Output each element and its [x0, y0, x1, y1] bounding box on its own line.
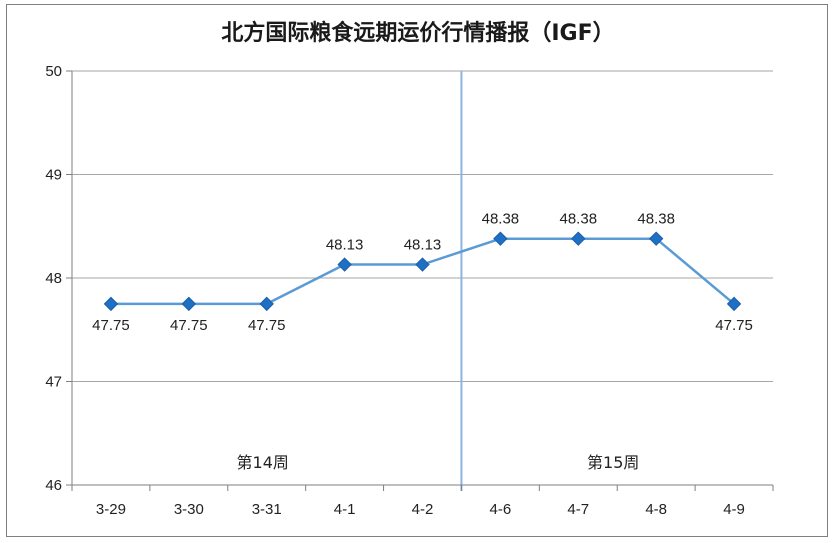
x-tick-label-4-1: 4-1 [334, 501, 356, 518]
data-point-4-7 [571, 231, 586, 246]
grid-layer [72, 70, 773, 491]
x-tick-label-4-7: 4-7 [567, 501, 589, 518]
y-tick-label-48: 48 [45, 270, 62, 287]
data-label-3-31: 47.75 [248, 317, 286, 334]
y-tick-label-47: 47 [45, 374, 62, 391]
week-label-2: 第15周 [587, 453, 639, 472]
week-label-1: 第14周 [237, 453, 289, 472]
data-label-3-30: 47.75 [170, 317, 208, 334]
x-tick-label-4-8: 4-8 [645, 501, 667, 518]
data-point-4-8 [648, 231, 664, 246]
data-label-3-29: 47.75 [92, 317, 130, 334]
data-label-4-7: 48.38 [560, 211, 598, 228]
x-tick-label-3-31: 3-31 [252, 501, 282, 518]
axis-layer: 46 47 48 49 50 3-29 3-30 3-31 4-1 4-2 4-6 4-7 4-8 4-9 [45, 63, 774, 518]
data-point-4-1 [337, 257, 352, 272]
x-tick-label-3-29: 3-29 [96, 501, 126, 518]
data-label-4-6: 48.38 [482, 211, 520, 228]
label-layer: 第14周 第15周 47.75 47.75 47.75 48.13 48.13 48.38 48… [92, 211, 753, 472]
data-point-4-9 [726, 296, 742, 312]
data-point-4-2 [415, 257, 430, 272]
chart-frame [6, 4, 828, 537]
x-tick-label-4-6: 4-6 [490, 501, 512, 518]
data-label-4-8: 48.38 [637, 211, 675, 228]
data-label-4-9: 47.75 [715, 317, 753, 334]
data-label-4-2: 48.13 [404, 237, 442, 254]
data-point-3-30 [181, 296, 197, 312]
y-tick-label-49: 49 [45, 167, 62, 184]
x-tick-label-4-9: 4-9 [723, 501, 745, 518]
x-tick-label-4-2: 4-2 [412, 501, 434, 518]
y-tick-label-50: 50 [45, 63, 62, 80]
data-point-4-6 [493, 231, 508, 246]
series-layer [103, 231, 742, 312]
y-tick-label-46: 46 [45, 477, 62, 494]
data-label-4-1: 48.13 [326, 237, 364, 254]
data-point-3-29 [103, 296, 119, 312]
x-tick-label-3-30: 3-30 [174, 501, 204, 518]
chart-title: 北方国际粮食远期运价行情播报（IGF） [221, 20, 614, 46]
data-point-3-31 [259, 296, 274, 312]
